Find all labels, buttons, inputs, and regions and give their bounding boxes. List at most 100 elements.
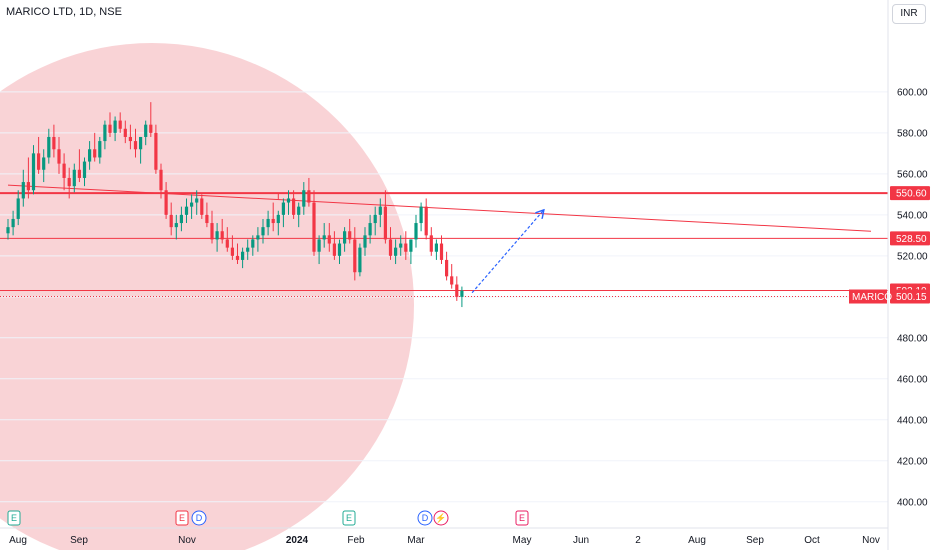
candle [98, 136, 102, 164]
candle-body [281, 202, 285, 215]
event-marker[interactable]: D [417, 510, 433, 526]
candle [261, 218, 265, 244]
candle-body [215, 231, 219, 240]
event-label: E [346, 513, 352, 523]
event-marker[interactable]: E [7, 510, 21, 526]
candle [358, 243, 362, 277]
split-icon[interactable] [433, 510, 449, 526]
candle-body [251, 239, 255, 248]
candle-body [200, 198, 204, 215]
currency-button[interactable]: INR [892, 4, 926, 24]
candle [179, 206, 183, 232]
level-tag [890, 231, 930, 246]
candle [195, 190, 199, 215]
symbol-tag-text: MARICO [852, 292, 892, 303]
candle [169, 202, 173, 236]
dividend-icon[interactable] [417, 510, 433, 526]
candle-body [98, 141, 102, 158]
candle-body [52, 136, 56, 150]
candle [317, 235, 321, 265]
symbol-title[interactable]: MARICO LTD, 1D, NSE [6, 6, 122, 18]
candle [149, 102, 153, 137]
candle-body [31, 153, 36, 191]
earnings-icon[interactable] [342, 510, 356, 526]
candle-body [394, 247, 398, 256]
event-marker[interactable]: E [515, 510, 529, 526]
y-tick-label: 560.00 [897, 169, 928, 180]
events[interactable]: E E D E D ⚡ E [7, 510, 529, 526]
event-label: D [196, 513, 203, 523]
level-tag-text: 528.50 [896, 234, 927, 245]
candle-body [6, 227, 10, 234]
trendline[interactable] [7, 184, 872, 232]
candle [424, 198, 428, 240]
candle-body [210, 223, 214, 240]
candle-body [154, 132, 158, 170]
candle [174, 214, 178, 240]
projection-arrow[interactable] [471, 211, 543, 294]
candle-body [235, 255, 240, 260]
candle-body [11, 218, 15, 228]
earnings-icon[interactable] [7, 510, 21, 526]
candle [434, 239, 438, 260]
candle-body [225, 239, 229, 248]
candle [332, 231, 336, 260]
earnings-icon[interactable] [515, 510, 529, 526]
event-marker[interactable]: E [342, 510, 356, 526]
candle [353, 227, 357, 281]
candle-body [108, 124, 112, 133]
candle [394, 239, 398, 265]
candle [276, 210, 280, 236]
candle [383, 190, 387, 244]
candle [82, 157, 87, 187]
candle [292, 190, 296, 219]
candle [72, 163, 76, 193]
event-marker[interactable]: ⚡ [433, 510, 449, 526]
last-price-tag [890, 289, 930, 304]
candle-body [159, 169, 163, 191]
candle [37, 136, 41, 174]
earnings-icon[interactable] [175, 510, 189, 526]
candle-body [399, 243, 403, 248]
candle [388, 227, 393, 260]
event-label: E [11, 513, 17, 523]
candle [190, 194, 194, 219]
drawing-lines[interactable] [0, 184, 888, 298]
candle-body [174, 223, 178, 228]
candle [271, 202, 275, 232]
candle [266, 210, 270, 236]
y-tick-label: 440.00 [897, 415, 928, 426]
candle [251, 235, 255, 256]
event-label: E [519, 513, 525, 523]
price-axis[interactable]: 400.00420.00440.00460.00480.00500.00520.… [887, 0, 928, 550]
time-axis[interactable]: Aug Sep Nov 2024 Feb Mar May Jun 2 Aug Sep Oct Nov [0, 527, 888, 546]
candle [256, 227, 260, 252]
event-label: E [179, 513, 185, 523]
candle-body [271, 218, 275, 224]
candle [16, 190, 20, 226]
candle [409, 239, 413, 265]
candle-body [363, 235, 367, 248]
candle-body [205, 214, 209, 224]
candle-body [445, 259, 449, 277]
candle [113, 116, 117, 142]
dividend-icon[interactable] [191, 510, 207, 526]
candle [337, 239, 342, 265]
event-marker[interactable]: D [191, 510, 207, 526]
candle-body [373, 214, 377, 224]
candle [205, 202, 209, 228]
event-marker[interactable]: E [175, 510, 189, 526]
candle-body [195, 198, 199, 203]
candle-body [118, 120, 122, 129]
x-tick-label: Nov [178, 535, 196, 546]
candle [297, 202, 301, 228]
candle [108, 112, 112, 137]
candle [220, 218, 224, 244]
candle [281, 198, 285, 228]
candle-body [317, 239, 321, 252]
candle [77, 149, 81, 183]
candle-body [103, 124, 107, 142]
candle-body [77, 169, 81, 178]
candle-body [230, 247, 234, 256]
